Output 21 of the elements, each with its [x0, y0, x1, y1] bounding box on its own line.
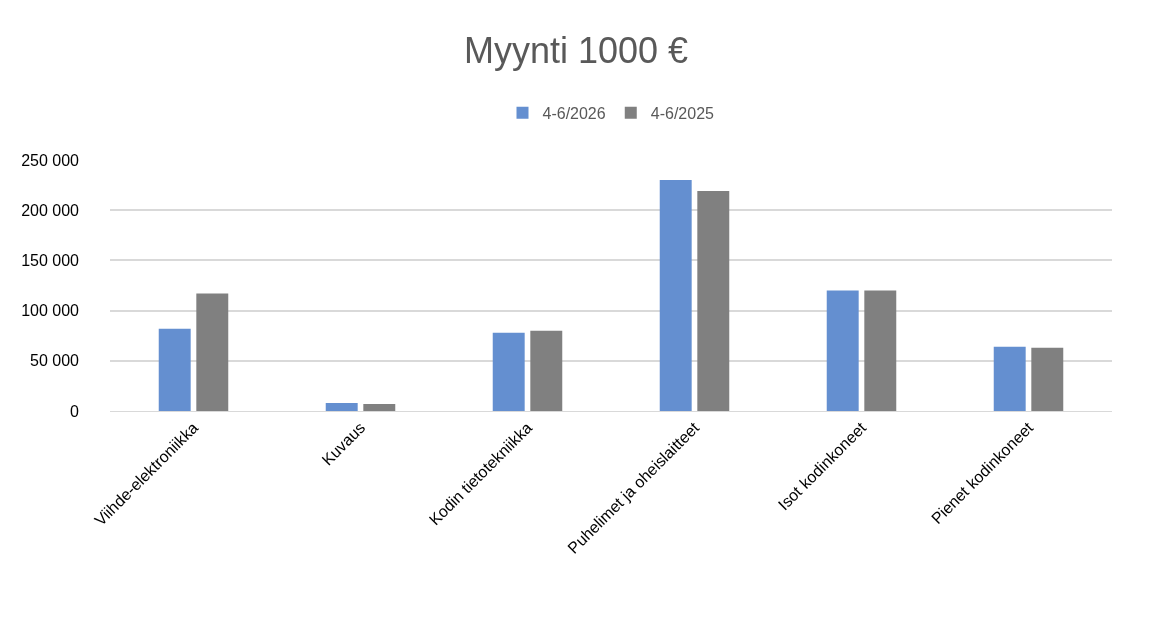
bar	[196, 293, 229, 411]
bar	[158, 328, 191, 411]
y-tick-label: 50 000	[30, 352, 80, 370]
y-tick-label: 0	[70, 402, 80, 420]
y-tick-label: 250 000	[21, 151, 80, 169]
bar	[363, 403, 396, 411]
bar	[697, 191, 730, 411]
bar	[1031, 347, 1064, 411]
bar	[492, 332, 525, 411]
bar	[659, 180, 692, 411]
bar	[826, 290, 859, 411]
y-tick-label: 100 000	[21, 302, 80, 320]
legend-label: 4-6/2026	[542, 105, 606, 123]
bar	[325, 402, 358, 411]
bar	[530, 330, 563, 411]
bar	[864, 290, 897, 411]
legend-label: 4-6/2025	[650, 105, 715, 123]
chart-title: Myynti 1000 €	[463, 29, 689, 71]
y-tick-label: 200 000	[21, 201, 80, 219]
bar	[993, 346, 1026, 411]
y-tick-label: 150 000	[21, 252, 80, 269]
